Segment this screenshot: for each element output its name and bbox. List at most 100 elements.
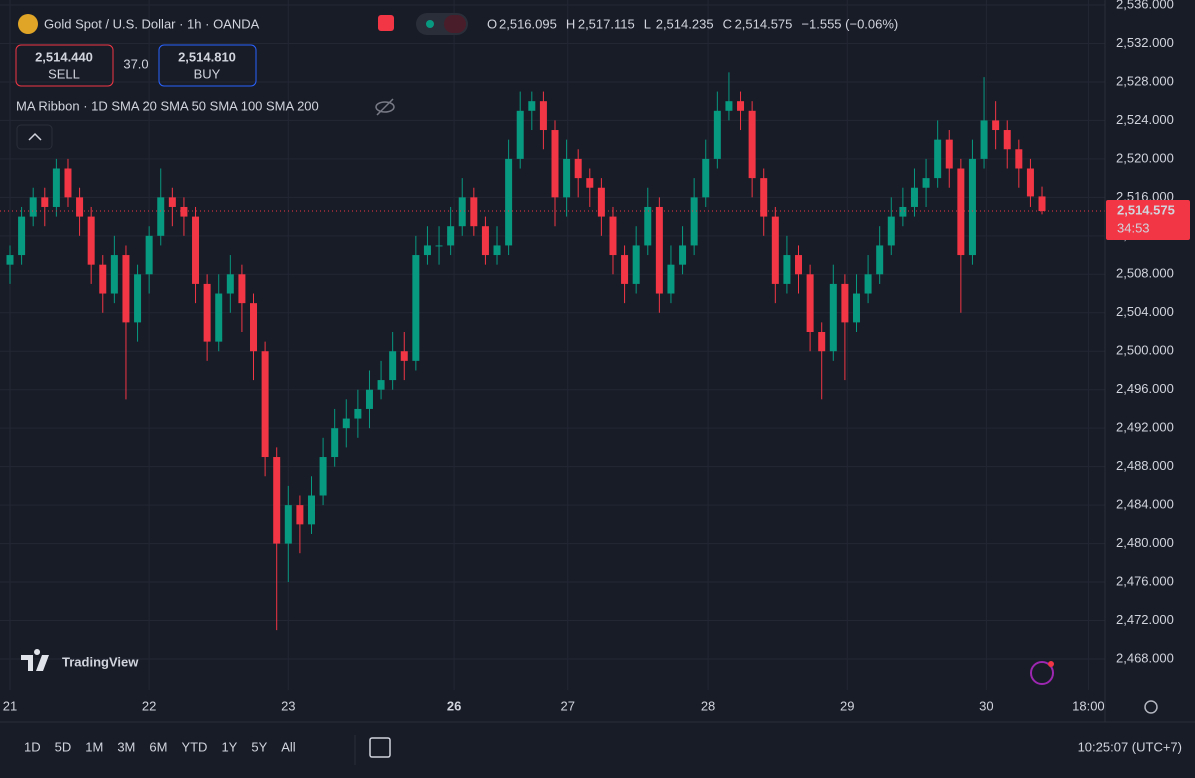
candle-body — [667, 264, 675, 294]
candle-body — [887, 216, 895, 246]
candle-body — [1003, 130, 1011, 150]
ohlc-key: L — [644, 16, 651, 31]
candle-body — [609, 216, 617, 256]
candle-body — [748, 110, 756, 179]
y-tick-label: 2,532.000 — [1116, 35, 1174, 50]
ohlc-key: H — [566, 16, 575, 31]
candle-body — [64, 168, 72, 198]
range-button[interactable]: 1Y — [221, 739, 237, 754]
date-range-icon[interactable] — [369, 737, 391, 758]
sell-button[interactable] — [15, 44, 114, 87]
clock: 10:25:07 (UTC+7) — [1078, 739, 1182, 754]
candle-body — [435, 245, 443, 247]
settings-icon[interactable] — [1144, 700, 1158, 714]
candle-body — [261, 351, 269, 458]
y-tick-label: 2,480.000 — [1116, 535, 1174, 550]
ohlc-value: 2,514.575 — [735, 16, 793, 31]
candle-body — [354, 408, 362, 419]
range-button[interactable]: 1M — [85, 739, 103, 754]
candle-body — [864, 274, 872, 294]
x-tick-label: 29 — [840, 698, 854, 713]
ohlc-key: C — [723, 16, 732, 31]
x-tick-label: 18:00 — [1072, 698, 1105, 713]
candle-body — [945, 139, 953, 169]
candle-body — [400, 351, 408, 361]
candle-body — [331, 428, 339, 458]
y-tick-label: 2,468.000 — [1116, 650, 1174, 665]
x-tick-label: 22 — [142, 698, 156, 713]
y-tick-label: 2,488.000 — [1116, 458, 1174, 473]
candle-body — [296, 505, 304, 525]
buy-button[interactable] — [158, 44, 257, 87]
candle-body — [29, 197, 37, 217]
x-tick-label: 28 — [701, 698, 715, 713]
x-tick-label: 30 — [979, 698, 993, 713]
last-price-label: 2,514.575 — [1117, 202, 1175, 217]
y-tick-label: 2,536.000 — [1116, 0, 1174, 11]
spread: 37.0 — [123, 56, 148, 71]
candle-body — [934, 139, 942, 179]
candles — [0, 72, 1105, 631]
candle-body — [493, 245, 501, 256]
candle-body — [284, 505, 292, 544]
candle-body — [563, 158, 571, 198]
candle-body — [690, 197, 698, 246]
range-button[interactable]: 1D — [24, 739, 41, 754]
y-tick-label: 2,516.000 — [1116, 189, 1174, 204]
range-button[interactable]: 5D — [55, 739, 72, 754]
countdown: 34:53 — [1117, 220, 1150, 235]
sell-price: 2,514.440 — [35, 49, 93, 64]
range-button[interactable]: All — [281, 739, 296, 754]
change: −1.555 (−0.06%) — [801, 16, 898, 31]
candle-body — [215, 293, 223, 342]
flag[interactable] — [378, 15, 394, 31]
candle-body — [876, 245, 884, 275]
candle-body — [528, 101, 536, 111]
buy-label: BUY — [194, 66, 221, 81]
candle-body — [122, 255, 130, 323]
hide-icon[interactable] — [375, 98, 395, 116]
candle-body — [795, 255, 803, 275]
candle-body — [644, 206, 652, 246]
sell-label: SELL — [48, 66, 80, 81]
range-button[interactable]: 5Y — [251, 739, 267, 754]
alert-icon[interactable] — [1030, 661, 1054, 685]
candle-body — [679, 245, 687, 265]
candle-body — [412, 255, 420, 361]
candle-body — [980, 120, 988, 159]
ohlc-value: 2,516.095 — [499, 16, 557, 31]
range-button[interactable]: 6M — [149, 739, 167, 754]
candle-body — [818, 332, 826, 352]
status-alert — [444, 15, 466, 33]
candle-body — [423, 245, 431, 256]
range-buttons: 1D 5D 1M 3M 6M YTD 1Y 5Y All — [24, 739, 296, 754]
y-tick-label: 2,476.000 — [1116, 573, 1174, 588]
indicator-legend[interactable]: MA Ribbon · 1D SMA 20 SMA 50 SMA 100 SMA… — [16, 98, 319, 113]
candle-body — [516, 110, 524, 159]
candle-body — [18, 216, 26, 256]
x-tick-label: 21 — [3, 698, 17, 713]
y-tick-label: 2,484.000 — [1116, 497, 1174, 512]
candle-body — [957, 168, 965, 256]
buy-price: 2,514.810 — [178, 49, 236, 64]
candle-body — [841, 283, 849, 323]
candle-body — [737, 101, 745, 111]
last-price-tag — [1106, 200, 1190, 241]
candle-body — [389, 351, 397, 381]
candle-body — [168, 197, 176, 207]
candle-body — [968, 158, 976, 256]
range-button[interactable]: 3M — [117, 739, 135, 754]
alert-dot — [1048, 661, 1054, 667]
candle-body — [505, 158, 513, 246]
candle-body — [655, 206, 663, 294]
range-button[interactable]: YTD — [181, 739, 207, 754]
candle-body — [922, 178, 930, 188]
candle-body — [203, 283, 211, 342]
candle-body — [447, 226, 455, 246]
candle-body — [806, 274, 814, 332]
candle-body — [342, 418, 350, 429]
symbol-title[interactable]: Gold Spot / U.S. Dollar · 1h · OANDA — [44, 16, 260, 31]
collapse-button[interactable] — [16, 124, 53, 150]
ohlc-key: O — [487, 16, 497, 31]
